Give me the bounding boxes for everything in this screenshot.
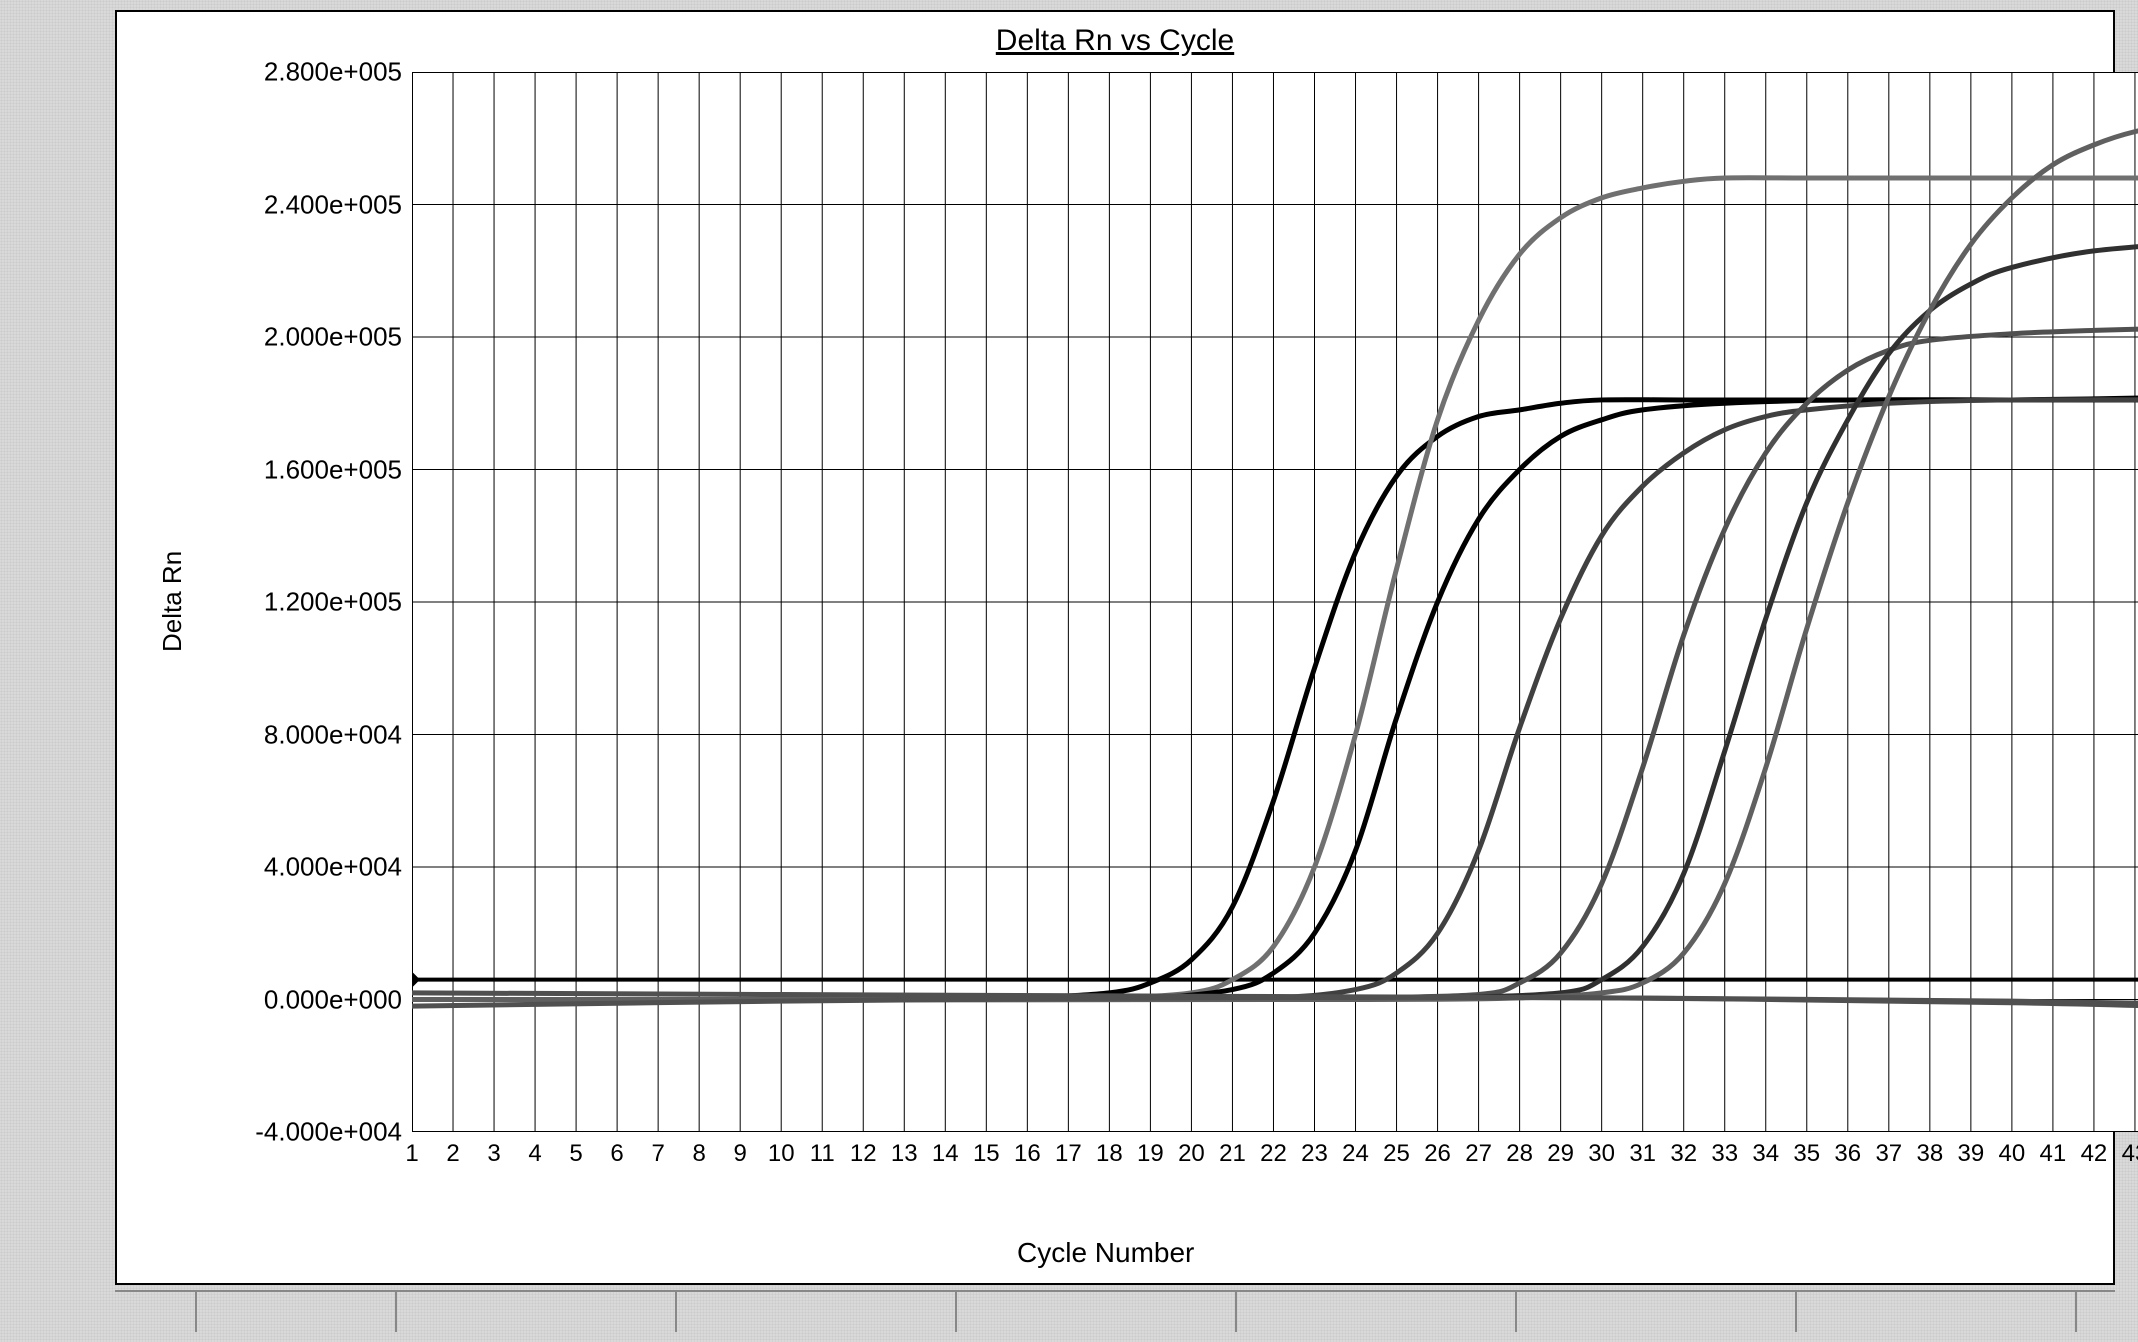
y-tick-label: 0.000e+000	[222, 984, 402, 1015]
x-tick-label: 19	[1137, 1140, 1164, 1168]
x-tick-label: 31	[1629, 1140, 1656, 1168]
x-axis-label: Cycle Number	[1017, 1237, 1194, 1269]
x-tick-label: 6	[610, 1140, 623, 1168]
x-tick-label: 39	[1958, 1140, 1985, 1168]
x-tick-label: 24	[1342, 1140, 1369, 1168]
x-tick-label: 10	[768, 1140, 795, 1168]
x-tick-label: 12	[850, 1140, 877, 1168]
x-tick-label: 14	[932, 1140, 959, 1168]
x-tick-label: 33	[1711, 1140, 1738, 1168]
x-tick-label: 30	[1588, 1140, 1615, 1168]
x-tick-label: 22	[1260, 1140, 1287, 1168]
y-tick-label: 1.200e+005	[222, 587, 402, 618]
y-tick-label: 2.400e+005	[222, 189, 402, 220]
tab-separator	[1235, 1292, 1237, 1332]
x-tick-label: 32	[1670, 1140, 1697, 1168]
x-tick-label: 16	[1014, 1140, 1041, 1168]
x-tick-label: 23	[1301, 1140, 1328, 1168]
x-tick-label: 7	[651, 1140, 664, 1168]
x-tick-label: 8	[692, 1140, 705, 1168]
x-tick-label: 20	[1178, 1140, 1205, 1168]
x-tick-label: 26	[1424, 1140, 1451, 1168]
y-tick-label: 8.000e+004	[222, 719, 402, 750]
x-tick-label: 27	[1465, 1140, 1492, 1168]
x-tick-label: 28	[1506, 1140, 1533, 1168]
tab-separator	[1795, 1292, 1797, 1332]
x-tick-label: 21	[1219, 1140, 1246, 1168]
x-tick-label: 11	[810, 1140, 835, 1168]
x-tick-label: 42	[2081, 1140, 2108, 1168]
x-tick-label: 34	[1752, 1140, 1779, 1168]
x-tick-label: 5	[569, 1140, 582, 1168]
chart-plot-svg	[412, 72, 2138, 1132]
x-tick-label: 3	[487, 1140, 500, 1168]
x-tick-label: 13	[891, 1140, 918, 1168]
x-tick-label: 25	[1383, 1140, 1410, 1168]
x-tick-label: 43	[2122, 1140, 2138, 1168]
x-tick-label: 40	[1999, 1140, 2026, 1168]
tab-separator	[955, 1292, 957, 1332]
chart-panel: Delta Rn vs Cycle Delta Rn Cycle Number …	[115, 10, 2115, 1285]
tab-separator	[1515, 1292, 1517, 1332]
chart-title: Delta Rn vs Cycle	[996, 24, 1234, 58]
bottom-tab-bar[interactable]	[115, 1290, 2115, 1332]
x-tick-label: 15	[973, 1140, 1000, 1168]
y-tick-label: 2.800e+005	[222, 57, 402, 88]
y-tick-label: 4.000e+004	[222, 852, 402, 883]
x-tick-label: 36	[1834, 1140, 1861, 1168]
x-tick-label: 37	[1875, 1140, 1902, 1168]
x-tick-label: 4	[528, 1140, 541, 1168]
y-tick-label: 1.600e+005	[222, 454, 402, 485]
x-tick-label: 1	[405, 1140, 418, 1168]
x-tick-label: 35	[1793, 1140, 1820, 1168]
x-tick-label: 29	[1547, 1140, 1574, 1168]
x-tick-label: 18	[1096, 1140, 1123, 1168]
y-axis-label: Delta Rn	[157, 551, 188, 652]
tab-separator	[675, 1292, 677, 1332]
y-tick-label: -4.000e+004	[222, 1117, 402, 1148]
y-tick-label: 2.000e+005	[222, 322, 402, 353]
x-tick-label: 41	[2040, 1140, 2067, 1168]
x-tick-label: 9	[733, 1140, 746, 1168]
x-tick-label: 38	[1916, 1140, 1943, 1168]
tab-separator	[2075, 1292, 2077, 1332]
x-tick-label: 17	[1055, 1140, 1082, 1168]
x-tick-label: 2	[446, 1140, 459, 1168]
tab-separator	[195, 1292, 197, 1332]
tab-separator	[395, 1292, 397, 1332]
